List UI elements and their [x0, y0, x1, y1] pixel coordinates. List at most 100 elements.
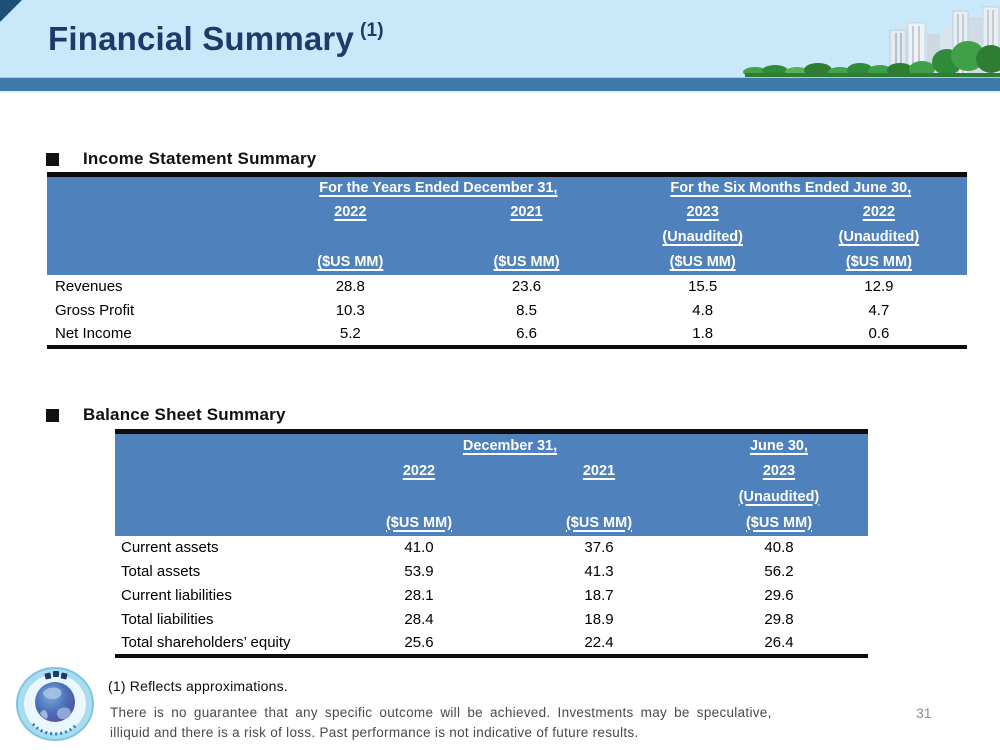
units-header: ($US MM): [690, 509, 868, 536]
table-cell: 6.6: [516, 325, 537, 342]
footnote-text: (1) Reflects approximations.: [108, 678, 288, 694]
table-cell: 22.4: [584, 634, 614, 651]
table-cell: 4.8: [692, 302, 714, 319]
balance-header-group-row: December 31, June 30,: [115, 431, 868, 458]
units-header: ($US MM): [330, 509, 508, 536]
table-cell: 4.7: [868, 302, 890, 319]
row-label: Total assets: [121, 563, 201, 580]
table-row: Gross Profit 10.3 8.5 4.8 4.7: [47, 299, 967, 323]
header-cell-empty: [115, 509, 330, 536]
units-header: ($US MM): [438, 249, 615, 275]
table-cell: 26.4: [764, 634, 794, 651]
header-cell-empty: [47, 174, 263, 200]
table-cell: 41.3: [584, 563, 614, 580]
table-cell: 23.6: [511, 278, 542, 295]
table-row: Revenues 28.8 23.6 15.5 12.9: [47, 275, 967, 299]
table-row: Net Income 5.2 6.6 1.8 0.6: [47, 323, 967, 347]
table-cell: 1.8: [692, 325, 714, 342]
year-header: 2021: [508, 457, 690, 484]
header-cell-empty: [438, 224, 615, 250]
header-divider-bar: [0, 77, 1000, 93]
income-heading-label: Income Statement Summary: [83, 149, 317, 168]
table-row: Total liabilities 28.4 18.9 29.8: [115, 608, 868, 632]
page-number: 31: [916, 705, 932, 721]
table-cell: 8.5: [516, 302, 537, 319]
units-header: ($US MM): [508, 509, 690, 536]
header-cell-empty: [115, 457, 330, 484]
bullet-square-icon: [46, 152, 59, 166]
units-header: ($US MM): [790, 249, 967, 275]
group-header-label: For the Years Ended December 31,: [319, 180, 558, 197]
table-row: Current liabilities 28.1 18.7 29.6: [115, 584, 868, 608]
year-header: 2022: [330, 457, 508, 484]
balance-sheet-table: December 31, June 30, 2022 2021 2023 (Un…: [115, 429, 868, 658]
year-header: 2023: [614, 199, 791, 225]
units-header: ($US MM): [262, 249, 439, 275]
row-label: Total shareholders’ equity: [121, 634, 291, 651]
table-row: Total assets 53.9 41.3 56.2: [115, 560, 868, 584]
table-row: Total shareholders’ equity 25.6 22.4 26.…: [115, 632, 868, 656]
table-cell: 56.2: [764, 563, 794, 580]
table-cell: 18.7: [584, 587, 614, 604]
table-cell: 18.9: [584, 611, 614, 628]
header-cell-empty: [47, 224, 263, 250]
income-header-unaudited-row: (Unaudited) (Unaudited): [47, 224, 967, 250]
header-cell-empty: [262, 224, 439, 250]
company-globe-logo: [16, 667, 94, 741]
balance-header-year-row: 2022 2021 2023: [115, 457, 868, 484]
year-header: 2022: [262, 199, 439, 225]
table-cell: 53.9: [404, 563, 434, 580]
year-header: 2022: [790, 199, 967, 225]
header-cell-empty: [508, 483, 690, 510]
page-title-text: Financial Summary: [48, 20, 355, 57]
income-header-units-row: ($US MM) ($US MM) ($US MM) ($US MM): [47, 249, 967, 275]
row-label: Revenues: [55, 278, 123, 295]
table-cell: 25.6: [404, 634, 434, 651]
income-header-group-row: For the Years Ended December 31, For the…: [47, 174, 967, 200]
group-header-label: December 31,: [462, 437, 558, 454]
income-statement-table: For the Years Ended December 31, For the…: [47, 172, 967, 349]
table-cell: 29.6: [764, 587, 794, 604]
row-label: Net Income: [55, 325, 132, 342]
table-row: Current assets 41.0 37.6 40.8: [115, 536, 868, 560]
disclaimer-text: There is no guarantee that any specific …: [110, 703, 775, 743]
table-cell: 5.2: [339, 325, 361, 342]
group-header-label: June 30,: [749, 437, 809, 454]
table-cell: 10.3: [335, 302, 365, 319]
header-band: Financial Summary (1): [0, 0, 1000, 77]
income-group-header-annual: For the Years Ended December 31,: [262, 174, 615, 200]
table-cell: 28.4: [404, 611, 434, 628]
table-cell: 37.6: [584, 539, 614, 556]
table-cell: 41.0: [404, 539, 434, 556]
balance-heading-label: Balance Sheet Summary: [83, 405, 286, 424]
year-header: 2023: [690, 457, 868, 484]
header-cell-empty: [115, 431, 330, 458]
header-cell-empty: [115, 483, 330, 510]
row-label: Current assets: [121, 539, 219, 556]
balance-header-unaudited-row: (Unaudited): [115, 483, 868, 510]
income-header-year-row: 2022 2021 2023 2022: [47, 199, 967, 225]
disclaimer-line-2: illiquid and there is a risk of loss. Pa…: [110, 725, 639, 740]
disclaimer-line-1: There is no guarantee that any specific …: [110, 705, 772, 720]
page-title: Financial Summary (1): [48, 20, 384, 58]
unaudited-header: (Unaudited): [614, 224, 791, 250]
row-label: Total liabilities: [121, 611, 214, 628]
unaudited-header: (Unaudited): [790, 224, 967, 250]
table-cell: 28.8: [335, 278, 365, 295]
title-footnote-marker: (1): [360, 20, 384, 41]
table-cell: 29.8: [764, 611, 794, 628]
table-cell: 12.9: [864, 278, 894, 295]
row-label: Gross Profit: [55, 302, 135, 319]
table-cell: 0.6: [868, 325, 890, 342]
row-label: Current liabilities: [121, 587, 232, 604]
header-cell-empty: [330, 483, 508, 510]
corner-triangle-decoration: [0, 0, 22, 22]
table-cell: 15.5: [688, 278, 718, 295]
header-cell-empty: [47, 199, 263, 225]
city-skyline-image: [743, 6, 1000, 77]
balance-group-header-december: December 31,: [330, 431, 690, 458]
table-cell: 28.1: [404, 587, 434, 604]
balance-section-heading: Balance Sheet Summary: [46, 405, 286, 425]
unaudited-header: (Unaudited): [690, 483, 868, 510]
